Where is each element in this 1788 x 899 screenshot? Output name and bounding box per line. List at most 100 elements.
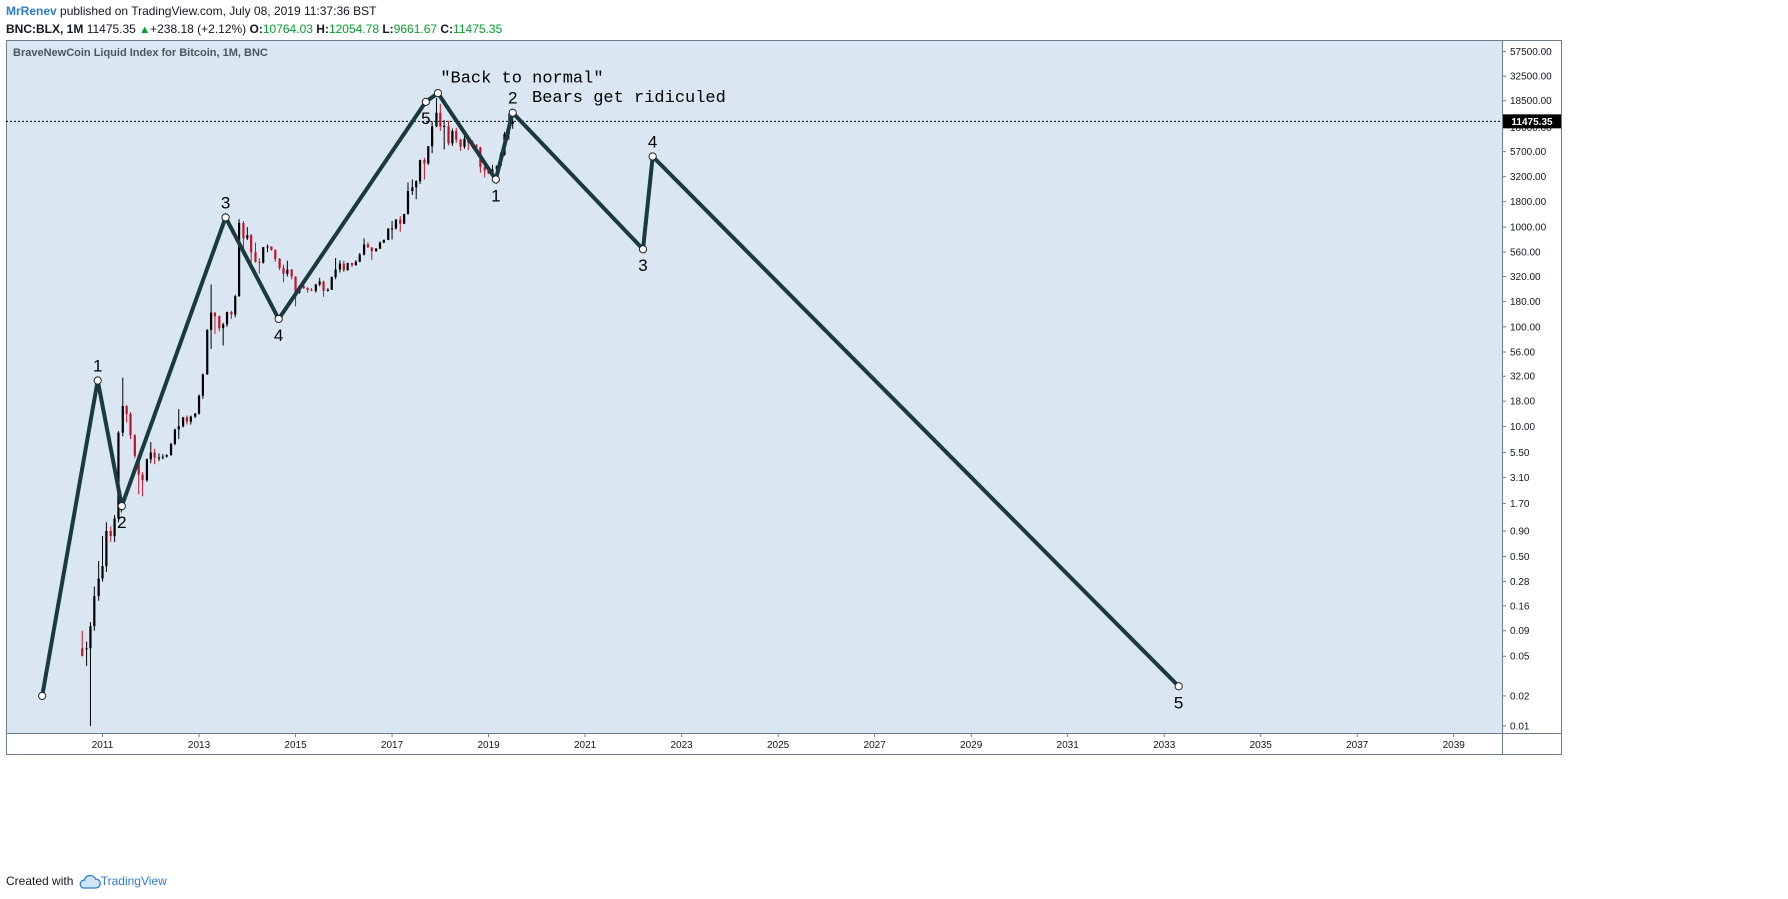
candle-body (362, 244, 366, 255)
y-tick-label: 5.50 (1510, 448, 1530, 459)
wave-point (648, 152, 657, 161)
candle (274, 249, 277, 262)
footer: Created with TradingView (6, 874, 167, 889)
candle-body (330, 277, 333, 290)
chart-annotation: Bears get ridiculed (532, 89, 726, 108)
candle (85, 641, 88, 666)
candle (169, 442, 173, 456)
publish-info: MrRenev published on TradingView.com, Ju… (6, 4, 376, 18)
candle-body (435, 112, 438, 127)
wave-point (93, 376, 102, 385)
published-text: published on TradingView.com, July 08, 2… (60, 4, 377, 18)
price-change: +238.18 (+2.12%) (150, 22, 247, 36)
candle (237, 219, 241, 297)
candle (165, 454, 168, 458)
candle (418, 159, 422, 185)
candle-body (121, 405, 124, 433)
candle (189, 415, 192, 425)
y-tick-label: 0.90 (1510, 526, 1530, 537)
close-label: C: (440, 22, 454, 36)
candle-body (286, 269, 289, 274)
candle (81, 630, 84, 657)
candle (338, 260, 342, 273)
current-price-badge (1503, 114, 1561, 129)
candle (262, 247, 265, 264)
candle-body (475, 145, 478, 148)
y-tick-label: 1000.00 (1510, 223, 1547, 234)
wave-point (421, 97, 430, 106)
candle-body (306, 288, 309, 290)
candle-body (145, 459, 149, 481)
candle (443, 120, 446, 150)
candle-body (117, 432, 120, 519)
wave-point (638, 245, 648, 254)
candle (399, 216, 402, 232)
open-label: O: (249, 22, 263, 36)
x-tick-label: 2023 (670, 740, 693, 751)
x-tick-label: 2037 (1346, 740, 1369, 751)
candle (403, 213, 406, 224)
tradingview-cloud-icon (79, 874, 101, 889)
candle (286, 260, 289, 277)
candle (411, 179, 414, 195)
candle-body (463, 138, 466, 147)
candle (121, 377, 124, 437)
candle (101, 536, 104, 582)
candle-body (89, 626, 92, 649)
y-tick-label: 3200.00 (1510, 172, 1547, 183)
candle-body (81, 648, 84, 657)
candle-body (403, 214, 406, 224)
candle (406, 182, 410, 215)
candle-body (101, 566, 104, 579)
candle-body (234, 296, 237, 315)
candle-body (274, 249, 277, 259)
tradingview-link[interactable]: TradingView (100, 874, 167, 888)
candle-body (358, 254, 361, 262)
candle (382, 239, 385, 244)
candle-body (399, 219, 402, 224)
time-axis-area (6, 733, 1502, 755)
wave-label: 5 (421, 109, 430, 128)
wave-point (1174, 682, 1183, 691)
candle-body (375, 248, 378, 252)
wave-label: 1 (491, 186, 500, 205)
candle-body (105, 530, 108, 567)
candle (201, 373, 204, 399)
candle (370, 247, 373, 260)
symbol-label: BNC:BLX, 1M (6, 22, 84, 36)
candle (282, 264, 285, 283)
candle (149, 442, 152, 464)
x-tick-label: 2021 (574, 740, 597, 751)
author-link[interactable]: MrRenev (6, 4, 57, 18)
candle-body (382, 239, 385, 243)
candle (109, 526, 112, 542)
candle (182, 416, 185, 428)
candle-body (254, 252, 257, 262)
price-axis-area (1502, 40, 1562, 733)
candle-body (294, 276, 297, 293)
candle (346, 262, 349, 271)
candle (209, 284, 213, 349)
candle-body (161, 456, 164, 458)
candle-body (282, 267, 285, 274)
wave-label: 3 (221, 193, 230, 212)
candle-body (153, 452, 156, 458)
candle (415, 180, 418, 200)
candle (250, 234, 253, 265)
candle-body (242, 222, 245, 239)
candle-body (511, 121, 514, 124)
candle (435, 97, 438, 128)
candle-body (394, 219, 398, 229)
wave-point (491, 175, 500, 184)
y-tick-label: 10.00 (1510, 422, 1535, 433)
x-tick-label: 2019 (477, 740, 500, 751)
candle-body (443, 126, 446, 128)
candle-body (318, 281, 321, 285)
candle (234, 294, 237, 318)
candle-body (206, 330, 209, 375)
candle-body (97, 578, 100, 597)
triangle-up-icon: ▲ (139, 24, 151, 36)
y-tick-label: 18.00 (1510, 397, 1535, 408)
candle-body (411, 187, 414, 191)
